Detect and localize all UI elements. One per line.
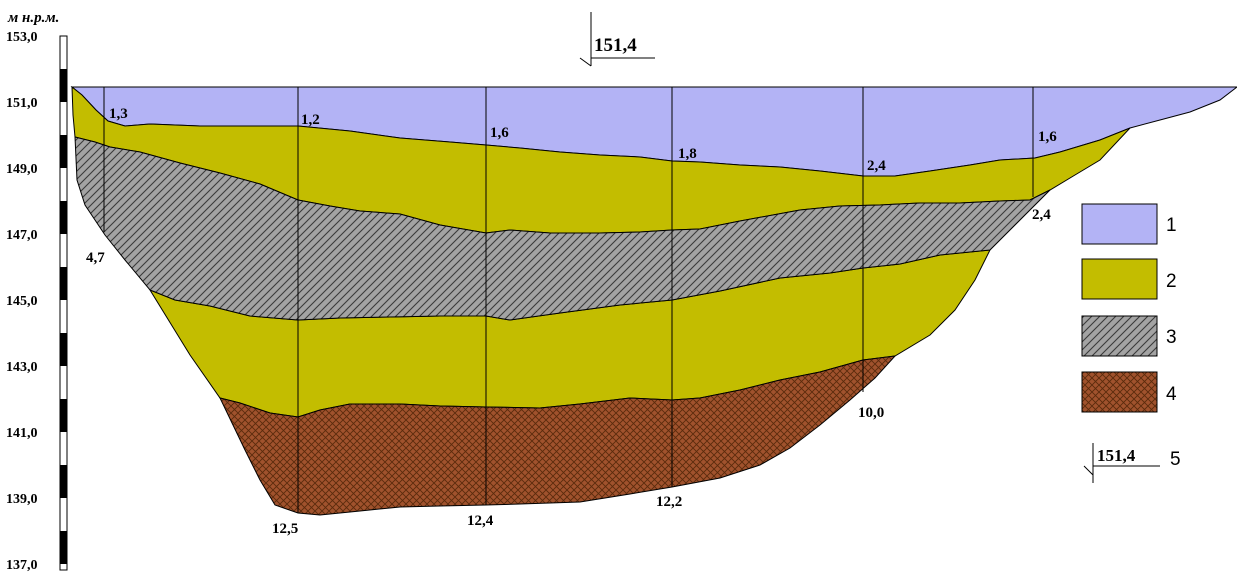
- axis-tick-label: 149,0: [6, 162, 38, 177]
- vertical-bottom-label: 12,2: [656, 494, 682, 510]
- axis-tick-label: 143,0: [6, 360, 38, 375]
- vertical-top-label: 1,6: [490, 125, 509, 141]
- measurement-verticals: [103, 87, 1034, 513]
- legend-number: 2: [1166, 271, 1177, 292]
- legend-water-level-symbol: [1083, 443, 1160, 483]
- axis-unit-label: м н.р.м.: [7, 10, 59, 26]
- vertical-bottom-label: 12,4: [467, 513, 494, 529]
- vertical-top-label: 1,2: [301, 112, 320, 128]
- axis-tick-label: 139,0: [6, 492, 38, 507]
- vertical-bottom-label: 4,7: [86, 250, 105, 266]
- vertical-top-label: 2,4: [867, 158, 886, 174]
- legend: 1 2 3 4 151,4 5: [1081, 203, 1181, 483]
- layer-4-bedrock: [219, 355, 897, 516]
- elevation-scale: [59, 35, 68, 571]
- axis-tick-label: 137,0: [6, 558, 38, 573]
- water-level-marker: [579, 12, 655, 67]
- vertical-top-label: 1,6: [1038, 129, 1057, 145]
- axis-tick-label: 153,0: [6, 30, 38, 45]
- legend-level-label: 151,4: [1097, 446, 1136, 465]
- axis-tick-label: 151,0: [6, 96, 38, 111]
- legend-number: 4: [1166, 384, 1177, 405]
- legend-swatch-crosshatch: [1081, 371, 1158, 413]
- vertical-bottom-label: 10,0: [858, 405, 884, 421]
- legend-swatch-hatch: [1081, 315, 1158, 357]
- legend-number: 5: [1170, 449, 1181, 470]
- vertical-top-label: 1,8: [678, 146, 697, 162]
- axis-tick-label: 145,0: [6, 294, 38, 309]
- legend-number: 1: [1166, 215, 1177, 236]
- legend-swatch-water: [1081, 203, 1158, 245]
- vertical-bottom-label: 12,5: [272, 521, 298, 537]
- legend-swatch-yellow: [1081, 258, 1158, 300]
- axis-tick-label: 141,0: [6, 426, 38, 441]
- vertical-bottom-label: 2,4: [1032, 207, 1051, 223]
- water-level-label: 151,4: [594, 35, 637, 56]
- legend-number: 3: [1166, 327, 1177, 348]
- vertical-top-label: 1,3: [109, 106, 128, 122]
- axis-tick-label: 147,0: [6, 228, 38, 243]
